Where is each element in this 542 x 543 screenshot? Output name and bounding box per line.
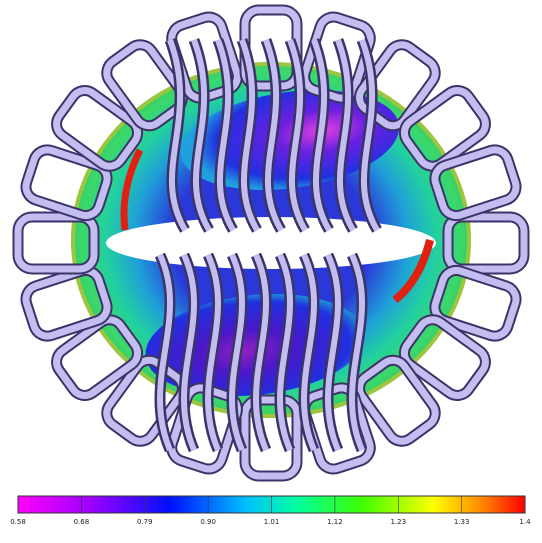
torus-hole bbox=[106, 217, 436, 269]
colorbar-tick-label: 0.58 bbox=[10, 518, 26, 526]
colorbar-tick-label: 0.79 bbox=[137, 518, 153, 526]
colorbar-tick-label: 0.68 bbox=[74, 518, 90, 526]
visualization: 0.58 0.68 0.79 0.90 1.01 1.12 1.23 1.33 1.4 bbox=[0, 0, 542, 543]
colorbar-tick-label: 1.33 bbox=[454, 518, 470, 526]
colorbar-tick-label: 1.4 bbox=[519, 518, 531, 526]
colorbar-tick-label: 1.23 bbox=[390, 518, 406, 526]
page: {"colorbar": {"labels": ["0.58", "0.68",… bbox=[0, 0, 542, 543]
colorbar-tick-label: 0.90 bbox=[200, 518, 216, 526]
colorbar-tick-label: 1.12 bbox=[327, 518, 343, 526]
colorbar-tick-label: 1.01 bbox=[264, 518, 280, 526]
